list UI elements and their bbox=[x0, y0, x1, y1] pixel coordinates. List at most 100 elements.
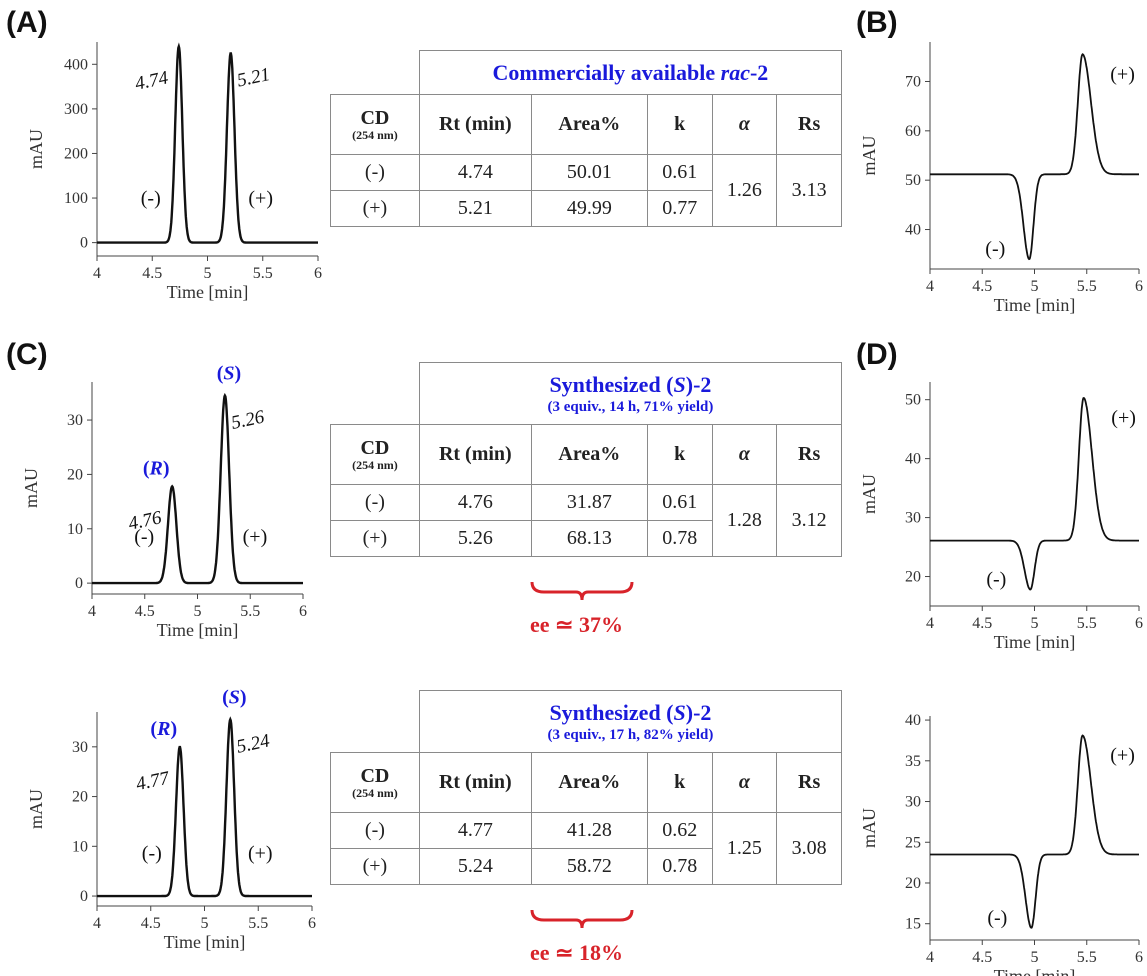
row-area: 50.01 bbox=[530, 154, 648, 191]
x-axis-title: Time [min] bbox=[994, 966, 1076, 976]
ee-brace bbox=[530, 581, 634, 601]
y-tick-label: 10 bbox=[67, 521, 83, 538]
header-cd: CD (254 nm) bbox=[330, 752, 420, 813]
y-tick-label: 10 bbox=[72, 838, 88, 855]
table-corner bbox=[330, 690, 420, 753]
header-area: Area% bbox=[530, 752, 648, 813]
row-rt: 4.76 bbox=[418, 484, 532, 521]
table-corner bbox=[330, 362, 420, 425]
panel-label-a: (A) bbox=[6, 6, 48, 39]
row-rt: 4.74 bbox=[418, 154, 532, 191]
alpha-value: 1.25 bbox=[711, 812, 778, 885]
cd-sign-label: (+) bbox=[1110, 63, 1135, 85]
x-tick-label: 5 bbox=[204, 265, 212, 282]
row-area: 68.13 bbox=[530, 520, 648, 557]
panel-label-c: (C) bbox=[6, 338, 48, 371]
table-caption: Commercially available rac-2 bbox=[418, 50, 843, 95]
row-k: 0.77 bbox=[646, 190, 713, 227]
y-axis-title: mAU bbox=[859, 136, 879, 176]
row-k: 0.62 bbox=[646, 812, 713, 849]
chromatogram-trace bbox=[97, 42, 318, 244]
x-tick-label: 5.5 bbox=[1077, 278, 1097, 295]
y-tick-label: 30 bbox=[67, 412, 83, 429]
x-axis-title: Time [min] bbox=[994, 632, 1076, 652]
y-tick-label: 0 bbox=[80, 235, 88, 252]
y-tick-label: 40 bbox=[905, 451, 921, 468]
x-tick-label: 5 bbox=[1031, 949, 1039, 966]
table-caption: Synthesized (S)-2 (3 equiv., 14 h, 71% y… bbox=[418, 362, 843, 425]
cd-sign-label: (+) bbox=[1110, 745, 1135, 767]
x-tick-label: 6 bbox=[299, 603, 307, 620]
x-tick-label: 5.5 bbox=[1077, 949, 1097, 966]
header-alpha: α bbox=[711, 752, 778, 813]
y-tick-label: 200 bbox=[64, 145, 88, 162]
y-tick-label: 20 bbox=[72, 789, 88, 806]
panel-label-d: (D) bbox=[856, 338, 898, 371]
cd-trace bbox=[930, 397, 1139, 591]
results-table-synth-17h: Synthesized (S)-2 (3 equiv., 17 h, 82% y… bbox=[330, 690, 843, 885]
row-rt: 5.21 bbox=[418, 190, 532, 227]
cd-sign-label: (-) bbox=[985, 238, 1005, 260]
results-table-racemic: Commercially available rac-2 CD (254 nm) … bbox=[330, 50, 843, 227]
configuration-label: (R) bbox=[150, 718, 177, 740]
x-tick-label: 4 bbox=[926, 278, 934, 295]
y-tick-label: 40 bbox=[905, 222, 921, 239]
x-tick-label: 4 bbox=[88, 603, 96, 620]
y-tick-label: 0 bbox=[75, 575, 83, 592]
table-corner bbox=[330, 50, 420, 95]
y-tick-label: 20 bbox=[905, 569, 921, 586]
y-tick-label: 30 bbox=[905, 510, 921, 527]
x-tick-label: 6 bbox=[1135, 949, 1143, 966]
y-tick-label: 30 bbox=[72, 739, 88, 756]
y-tick-label: 30 bbox=[905, 794, 921, 811]
row-cd: (+) bbox=[330, 520, 420, 557]
retention-time-label: 5.24 bbox=[235, 730, 272, 758]
header-k: k bbox=[646, 424, 713, 485]
y-tick-label: 15 bbox=[905, 916, 921, 933]
row-rt: 4.77 bbox=[418, 812, 532, 849]
row-rt: 5.26 bbox=[418, 520, 532, 557]
x-tick-label: 5.5 bbox=[240, 603, 260, 620]
header-rt: Rt (min) bbox=[418, 752, 532, 813]
x-tick-label: 5.5 bbox=[248, 915, 268, 932]
y-axis-title: mAU bbox=[859, 808, 879, 848]
cd-trace bbox=[930, 734, 1139, 929]
rs-value: 3.13 bbox=[776, 154, 842, 227]
x-tick-label: 4 bbox=[93, 265, 101, 282]
x-tick-label: 5.5 bbox=[253, 265, 273, 282]
configuration-label: (S) bbox=[222, 686, 246, 708]
header-cd: CD (254 nm) bbox=[330, 94, 420, 155]
y-tick-label: 50 bbox=[905, 172, 921, 189]
x-tick-label: 6 bbox=[1135, 278, 1143, 295]
x-tick-label: 4.5 bbox=[972, 615, 992, 632]
header-rt: Rt (min) bbox=[418, 424, 532, 485]
y-tick-label: 70 bbox=[905, 73, 921, 90]
results-table-synth-14h: Synthesized (S)-2 (3 equiv., 14 h, 71% y… bbox=[330, 362, 843, 557]
y-axis-title: mAU bbox=[26, 129, 46, 169]
y-axis-title: mAU bbox=[859, 474, 879, 514]
y-tick-label: 300 bbox=[64, 101, 88, 118]
cd-trace bbox=[930, 53, 1139, 261]
x-tick-label: 5 bbox=[201, 915, 209, 932]
x-tick-label: 5 bbox=[1031, 278, 1039, 295]
y-tick-label: 20 bbox=[905, 875, 921, 892]
row-area: 41.28 bbox=[530, 812, 648, 849]
cd-sign-label: (+) bbox=[248, 188, 273, 210]
alpha-value: 1.28 bbox=[711, 484, 778, 557]
cd-sign-label: (-) bbox=[142, 842, 162, 864]
row-cd: (+) bbox=[330, 848, 420, 885]
x-axis-title: Time [min] bbox=[164, 932, 246, 952]
y-tick-label: 60 bbox=[905, 123, 921, 140]
retention-time-label: 4.74 bbox=[133, 67, 170, 95]
x-tick-label: 4.5 bbox=[142, 265, 162, 282]
x-tick-label: 4.5 bbox=[135, 603, 155, 620]
x-tick-label: 4 bbox=[926, 949, 934, 966]
y-tick-label: 20 bbox=[67, 466, 83, 483]
x-tick-label: 5 bbox=[1031, 615, 1039, 632]
cd-sign-label: (+) bbox=[248, 842, 273, 864]
x-tick-label: 4 bbox=[926, 615, 934, 632]
row-cd: (+) bbox=[330, 190, 420, 227]
y-tick-label: 50 bbox=[905, 392, 921, 409]
panel-label-b: (B) bbox=[856, 6, 898, 39]
